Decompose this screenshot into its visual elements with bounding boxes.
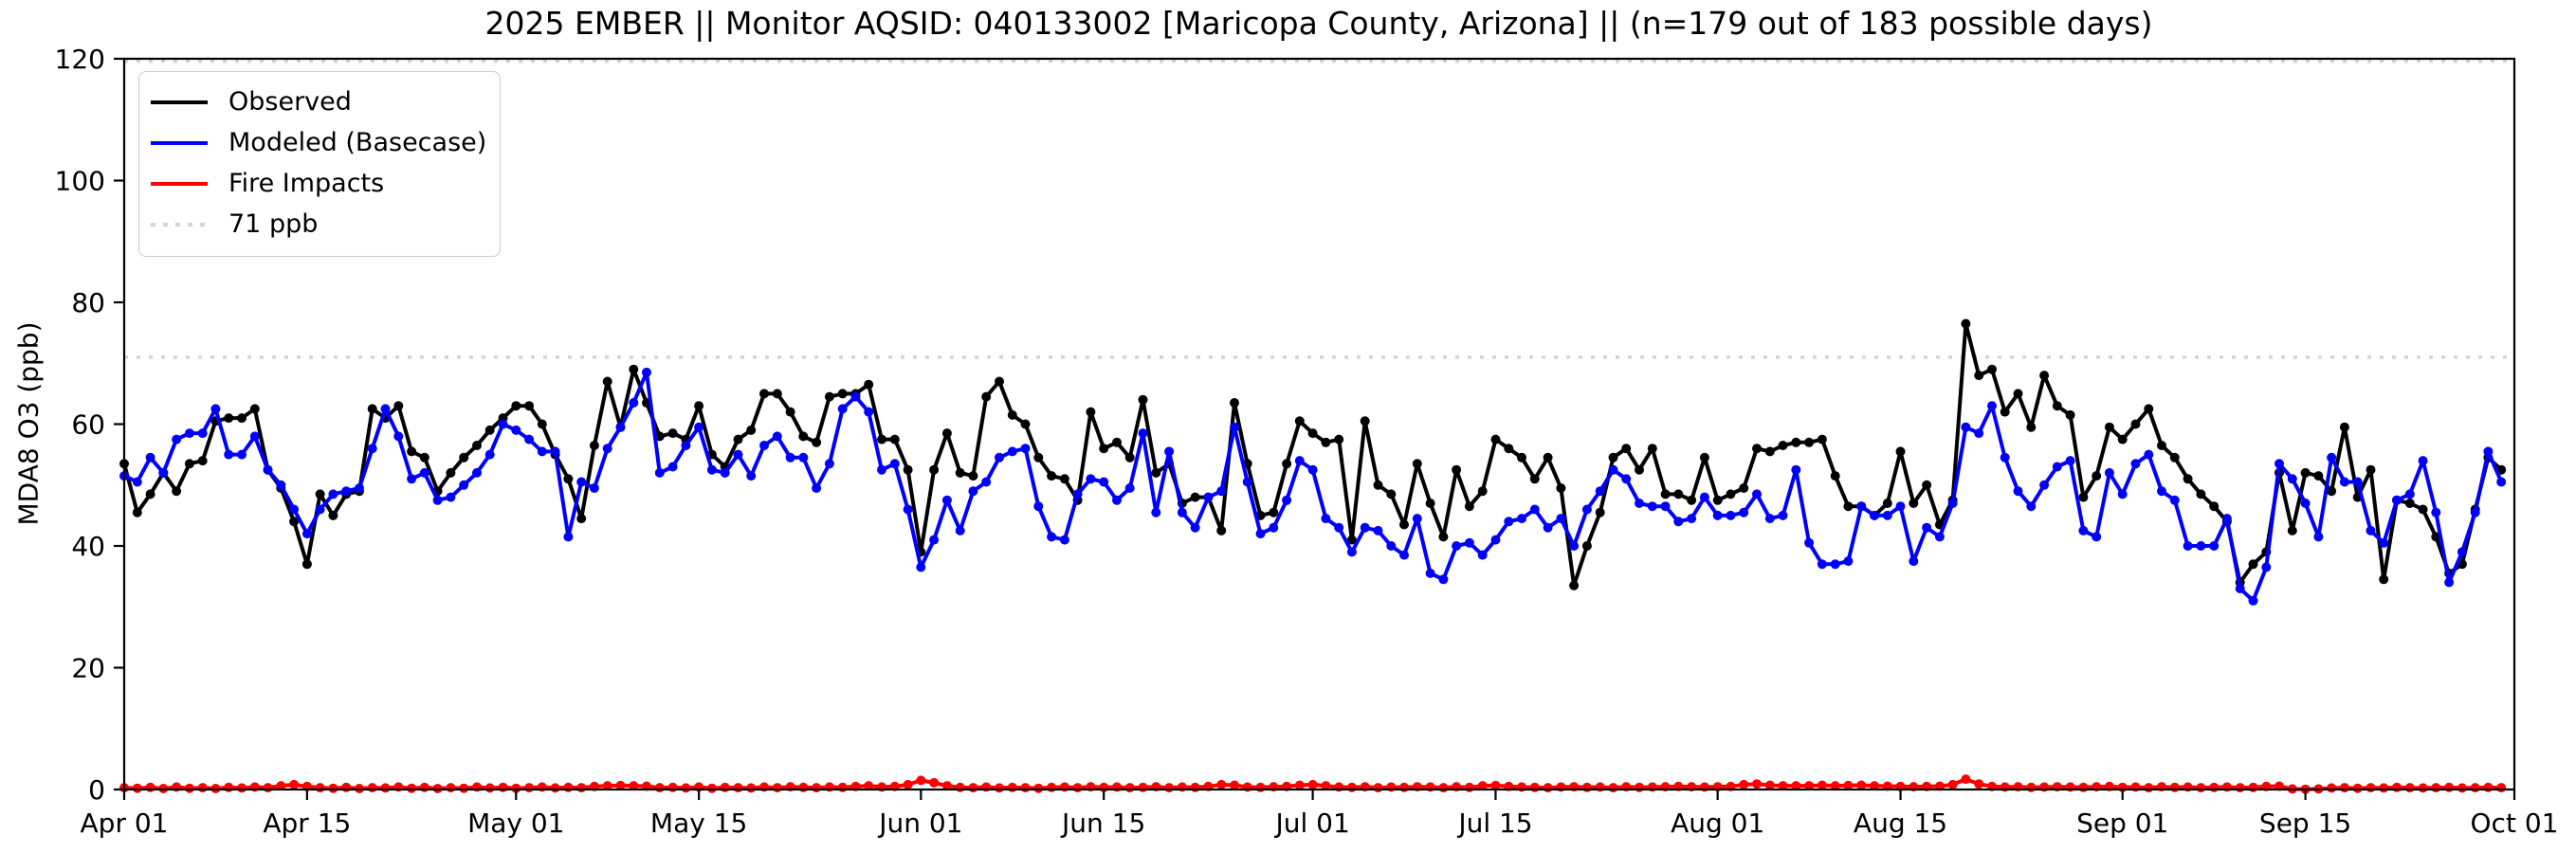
x-tick-label: Jun 15 (1060, 808, 1145, 839)
legend-item-observed: Observed (151, 82, 486, 122)
legend-label-fire-impacts: Fire Impacts (228, 169, 385, 198)
fire-impacts-line-swatch (151, 181, 208, 186)
x-tick-label: Jul 01 (1273, 808, 1349, 839)
data-series-layer (119, 318, 2507, 794)
y-tick-label: 100 (55, 166, 105, 197)
legend-label-modeled: Modeled (Basecase) (228, 128, 487, 157)
modeled-line-swatch (151, 140, 208, 145)
y-tick-label: 60 (71, 409, 105, 441)
x-tick-label: Aug 15 (1854, 808, 1947, 839)
x-tick-label: May 15 (650, 808, 747, 839)
x-tick-label: Oct 01 (2471, 808, 2559, 839)
x-tick-label: Apr 15 (263, 808, 351, 839)
legend-label-observed: Observed (228, 87, 352, 117)
tick-labels-layer: Apr 01 Apr 15 May 01 May 15 Jun 01 Jun 15 Jul … (55, 44, 2559, 839)
x-tick-label: Sep 01 (2076, 808, 2168, 839)
x-tick-label: May 01 (467, 808, 564, 839)
y-tick-label: 20 (71, 653, 105, 684)
y-tick-label: 120 (55, 44, 105, 75)
x-tick-label: Jun 01 (877, 808, 962, 839)
chart-title: 2025 EMBER || Monitor AQSID: 040133002 [… (484, 5, 2153, 42)
legend: Observed Modeled (Basecase) Fire Impacts… (138, 71, 501, 257)
x-tick-label: Apr 01 (81, 808, 169, 839)
legend-item-modeled: Modeled (Basecase) (151, 122, 486, 163)
threshold-dotted-line-swatch (151, 222, 208, 227)
y-tick-label: 0 (88, 774, 105, 806)
y-tick-label: 80 (71, 287, 105, 318)
x-tick-label: Sep 15 (2259, 808, 2351, 839)
x-tick-label: Aug 01 (1671, 808, 1764, 839)
legend-item-71ppb-threshold: 71 ppb (151, 204, 486, 245)
legend-label-71ppb: 71 ppb (228, 209, 319, 239)
observed-line-swatch (151, 100, 208, 104)
axes-layer (114, 57, 2516, 800)
x-tick-label: Jul 15 (1456, 808, 1532, 839)
legend-item-fire-impacts: Fire Impacts (151, 163, 486, 204)
y-tick-label: 40 (71, 531, 105, 562)
